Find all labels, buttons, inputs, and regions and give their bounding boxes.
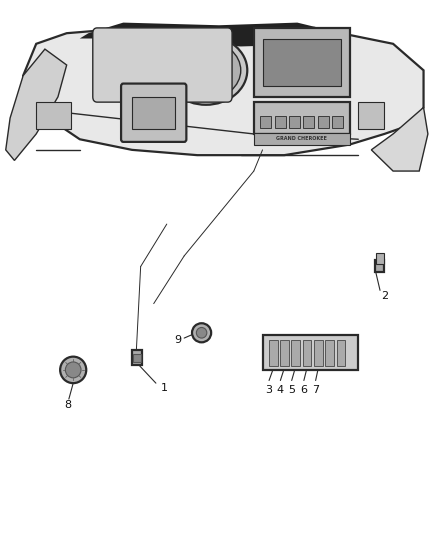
Bar [132, 350, 141, 365]
Bar [375, 260, 384, 272]
Bar [262, 335, 358, 370]
Text: 6: 6 [300, 385, 307, 395]
Text: 4: 4 [277, 385, 284, 395]
Bar [376, 253, 384, 264]
Ellipse shape [65, 362, 81, 378]
Ellipse shape [123, 55, 158, 85]
Ellipse shape [171, 41, 241, 100]
Ellipse shape [99, 36, 182, 105]
Text: 1: 1 [161, 383, 168, 393]
Bar [358, 102, 385, 128]
Bar [132, 97, 176, 128]
FancyBboxPatch shape [93, 28, 232, 102]
Bar [280, 340, 289, 366]
Ellipse shape [196, 327, 207, 338]
Bar [303, 340, 311, 366]
Text: 2: 2 [381, 290, 388, 301]
Bar [260, 116, 271, 127]
Text: 5: 5 [288, 385, 295, 395]
Bar [275, 116, 286, 127]
Bar [291, 340, 300, 366]
Text: 7: 7 [312, 385, 319, 395]
FancyBboxPatch shape [121, 84, 186, 142]
Bar [254, 133, 350, 144]
Bar [262, 38, 341, 86]
Text: 8: 8 [64, 400, 71, 410]
Polygon shape [6, 49, 67, 160]
Bar [304, 116, 314, 127]
Text: 3: 3 [265, 385, 272, 395]
Polygon shape [371, 108, 428, 171]
Bar [336, 340, 345, 366]
Bar [36, 102, 71, 128]
Polygon shape [23, 28, 424, 155]
Ellipse shape [165, 36, 247, 105]
Ellipse shape [188, 55, 223, 85]
Bar [289, 116, 300, 127]
Bar [133, 354, 141, 362]
Bar [254, 102, 350, 134]
Bar [325, 340, 334, 366]
Bar [269, 340, 278, 366]
Ellipse shape [192, 323, 211, 342]
Bar [318, 116, 328, 127]
Polygon shape [80, 22, 341, 46]
Text: GRAND CHEROKEE: GRAND CHEROKEE [276, 136, 327, 141]
Text: 9: 9 [174, 335, 181, 345]
Bar [314, 340, 322, 366]
Bar [332, 116, 343, 127]
Ellipse shape [106, 41, 176, 100]
Ellipse shape [60, 357, 86, 383]
Bar [254, 28, 350, 97]
